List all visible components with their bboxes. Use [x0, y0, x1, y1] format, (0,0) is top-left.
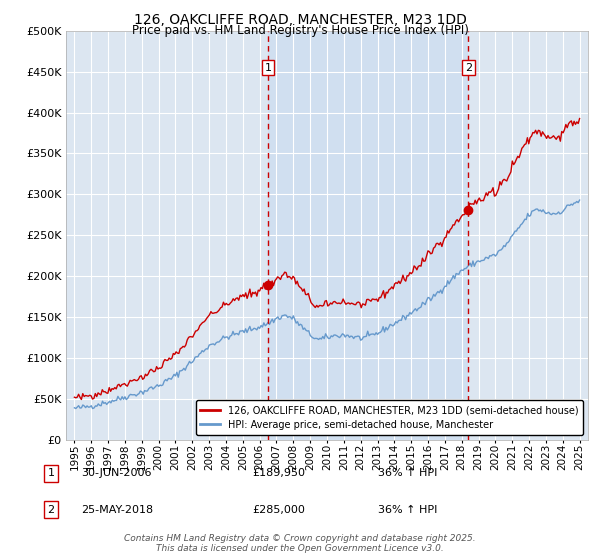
- Text: 1: 1: [47, 468, 55, 478]
- Text: 2: 2: [465, 63, 472, 73]
- Text: 36% ↑ HPI: 36% ↑ HPI: [378, 505, 437, 515]
- Text: 25-MAY-2018: 25-MAY-2018: [81, 505, 153, 515]
- Text: 126, OAKCLIFFE ROAD, MANCHESTER, M23 1DD: 126, OAKCLIFFE ROAD, MANCHESTER, M23 1DD: [134, 13, 466, 27]
- Text: £285,000: £285,000: [252, 505, 305, 515]
- Bar: [268, 31, 469, 440]
- Text: £189,950: £189,950: [252, 468, 305, 478]
- Text: 36% ↑ HPI: 36% ↑ HPI: [378, 468, 437, 478]
- Text: 30-JUN-2006: 30-JUN-2006: [81, 468, 151, 478]
- Text: Contains HM Land Registry data © Crown copyright and database right 2025.
This d: Contains HM Land Registry data © Crown c…: [124, 534, 476, 553]
- Text: 2: 2: [47, 505, 55, 515]
- Legend: 126, OAKCLIFFE ROAD, MANCHESTER, M23 1DD (semi-detached house), HPI: Average pri: 126, OAKCLIFFE ROAD, MANCHESTER, M23 1DD…: [196, 400, 583, 435]
- Text: 1: 1: [265, 63, 271, 73]
- Text: Price paid vs. HM Land Registry's House Price Index (HPI): Price paid vs. HM Land Registry's House …: [131, 24, 469, 36]
